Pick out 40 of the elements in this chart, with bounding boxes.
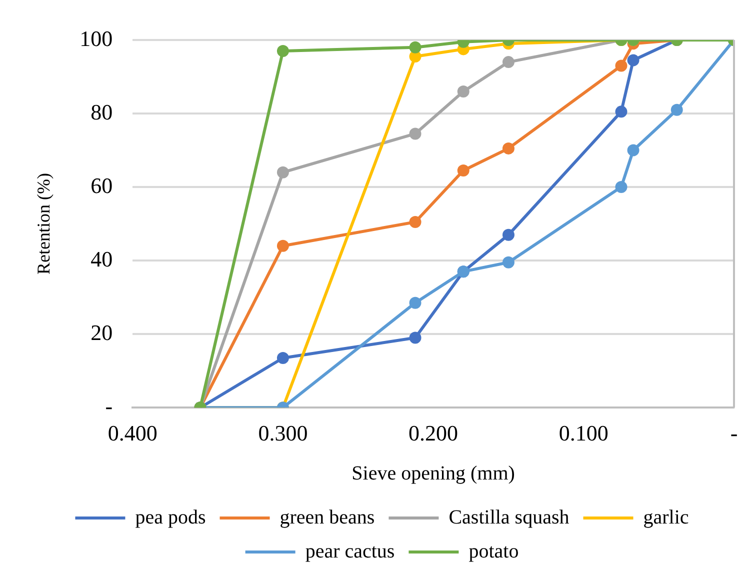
point — [502, 56, 514, 68]
point — [627, 54, 640, 66]
point — [409, 216, 422, 228]
point — [627, 144, 640, 156]
y-tick-label: 60 — [90, 172, 113, 198]
point — [409, 128, 422, 140]
point — [615, 60, 628, 72]
point — [670, 104, 683, 116]
legend-label: potato — [468, 540, 519, 562]
y-tick-label: 20 — [90, 320, 113, 345]
legend-label: pear cactus — [305, 540, 395, 562]
point — [457, 164, 470, 176]
point — [409, 296, 422, 309]
y-tick-label: - — [105, 393, 113, 418]
x-axis-title: Sieve opening (mm) — [352, 462, 515, 484]
point — [276, 352, 289, 364]
point — [502, 142, 514, 154]
legend-label: Castilla squash — [448, 506, 570, 528]
x-tick-label: - — [730, 420, 738, 446]
x-tick-label: 0.400 — [108, 420, 158, 446]
point — [502, 256, 514, 268]
x-tick-label: 0.300 — [258, 420, 308, 446]
point — [502, 228, 514, 241]
legend-label: pea pods — [135, 506, 206, 528]
legend-label: green beans — [280, 506, 375, 528]
y-tick-label: 40 — [90, 246, 113, 272]
legend-label: garlic — [643, 506, 689, 528]
point — [409, 332, 422, 344]
y-axis-title: Retention (%) — [34, 173, 54, 275]
x-tick-label: 0.200 — [408, 420, 458, 446]
x-tick-label: 0.100 — [558, 420, 608, 446]
point — [457, 85, 470, 98]
point — [615, 106, 628, 118]
point — [276, 45, 289, 58]
point — [276, 166, 289, 178]
point — [276, 240, 289, 252]
y-tick-label: 100 — [80, 26, 113, 51]
point — [409, 41, 422, 54]
point — [615, 181, 628, 194]
y-tick-label: 80 — [90, 99, 113, 124]
